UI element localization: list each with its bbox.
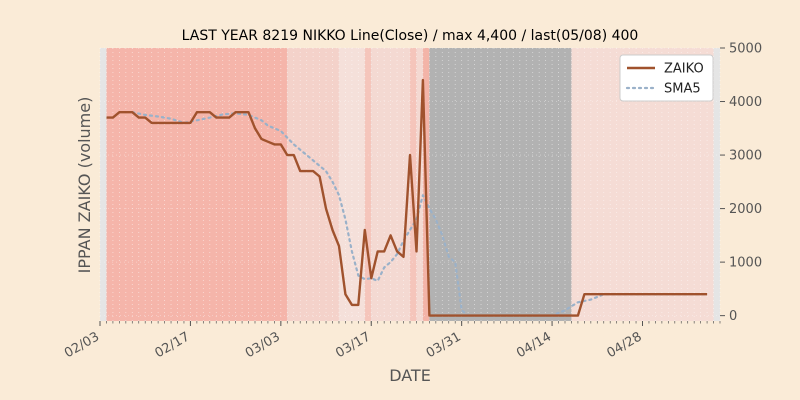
y-tick-label: 0 — [729, 309, 737, 324]
legend-label-zaiko: ZAIKO — [664, 62, 704, 77]
series-lines — [106, 78, 709, 317]
grid — [99, 47, 721, 321]
y-tick-label: 1000 — [729, 256, 762, 271]
legend-box — [619, 54, 714, 102]
y-tick-label: 2000 — [729, 202, 762, 217]
background-band-6 — [410, 48, 417, 321]
y-tick-label: 5000 — [729, 42, 762, 57]
background-band-4 — [364, 48, 372, 321]
y-tick-label: 3000 — [729, 149, 762, 164]
y-tick-label: 4000 — [729, 95, 762, 110]
y-axis-title: IPPAN ZAIKO (volume) — [75, 97, 94, 274]
y-axis: 0 1000 2000 3000 4000 5000 — [720, 42, 762, 324]
legend: ZAIKO SMA5 — [619, 54, 714, 102]
chart-title: LAST YEAR 8219 NIKKO Line(Close) / max 4… — [182, 28, 639, 44]
series-line-sma5 — [131, 111, 709, 317]
series-line-zaiko — [106, 78, 708, 317]
legend-label-sma5: SMA5 — [664, 82, 701, 97]
x-axis-title: DATE — [389, 366, 431, 385]
